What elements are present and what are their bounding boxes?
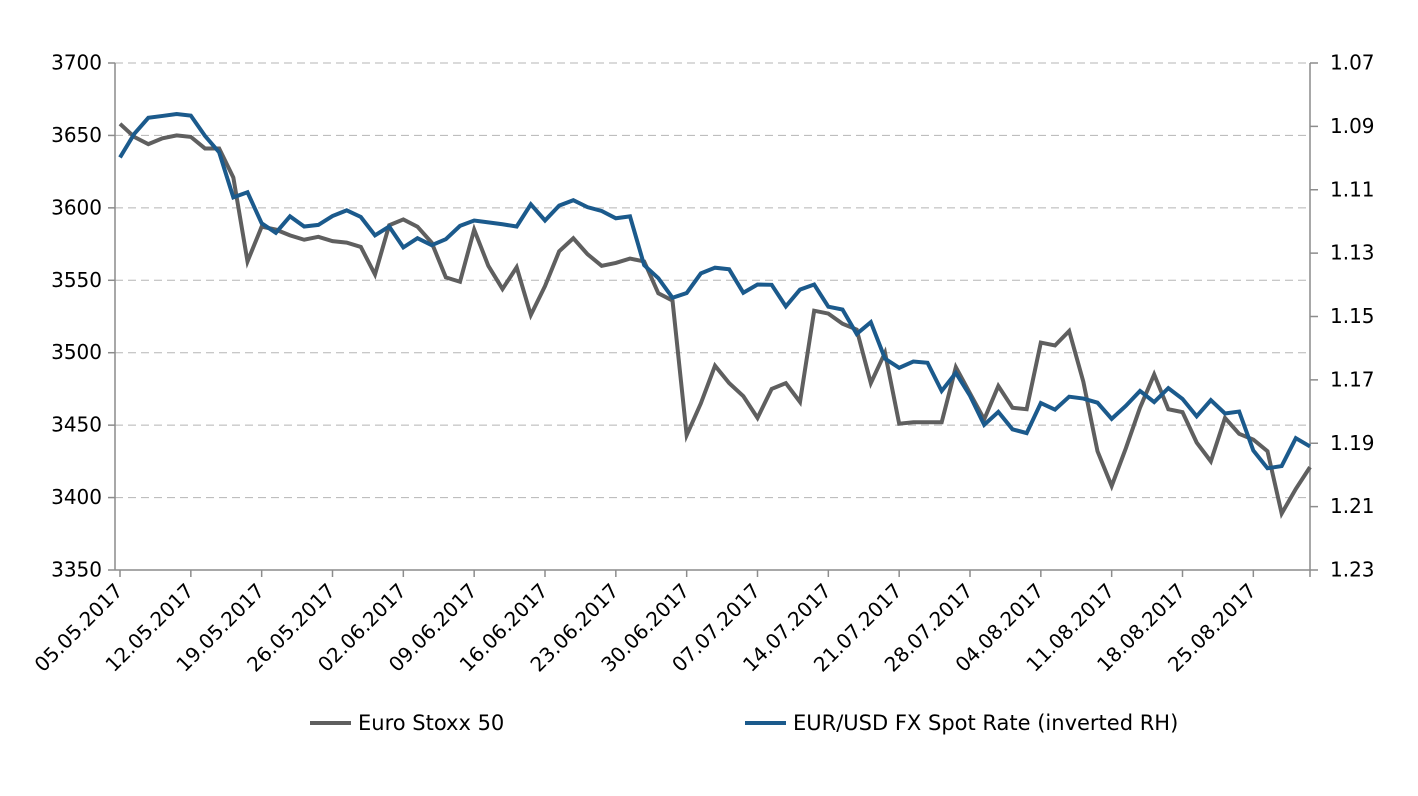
eurusd-legend-swatch — [745, 721, 786, 725]
left-axis-labels: 3700 3650 3600 3550 3500 3450 3400 3350 — [51, 51, 102, 582]
gridlines — [115, 62, 1310, 499]
euro-stoxx-legend-label: Euro Stoxx 50 — [358, 711, 505, 735]
left-axis-tick-label: 3650 — [51, 123, 102, 147]
euro-stoxx-line — [118, 122, 1312, 519]
eurusd-line — [118, 112, 1312, 471]
x-axis-labels: 05.05.201712.05.201719.05.201726.05.2017… — [30, 579, 1261, 677]
chart-legend: Euro Stoxx 50 EUR/USD FX Spot Rate (inve… — [0, 708, 1418, 748]
left-axis-tick-label: 3600 — [51, 195, 102, 219]
left-axis-tick-label: 3500 — [51, 340, 102, 364]
right-axis-tick-label: 1.09 — [1330, 114, 1375, 138]
right-axis-tick-label: 1.17 — [1330, 367, 1375, 391]
right-axis-tick-label: 1.23 — [1330, 558, 1375, 582]
axes — [108, 62, 1318, 577]
left-axis-tick-label: 3450 — [51, 413, 102, 437]
euro-stoxx-legend-swatch — [310, 721, 351, 725]
right-axis-tick-label: 1.07 — [1330, 51, 1375, 75]
right-axis-labels: 1.07 1.09 1.11 1.13 1.15 1.17 1.19 1.21 1.23 — [1330, 51, 1375, 582]
right-axis-tick-label: 1.13 — [1330, 241, 1375, 265]
left-axis-tick-label: 3350 — [51, 558, 102, 582]
left-axis-tick-label: 3700 — [51, 51, 102, 75]
right-axis-tick-label: 1.19 — [1330, 431, 1375, 455]
right-axis-tick-label: 1.15 — [1330, 304, 1375, 328]
left-axis-tick-label: 3400 — [51, 485, 102, 509]
right-axis-tick-label: 1.11 — [1330, 177, 1375, 201]
legend-item-euro-stoxx: Euro Stoxx 50 — [310, 708, 504, 738]
eurusd-legend-label: EUR/USD FX Spot Rate (inverted RH) — [793, 711, 1179, 735]
right-axis-tick-label: 1.21 — [1330, 494, 1375, 518]
legend-item-eurusd: EUR/USD FX Spot Rate (inverted RH) — [745, 708, 1178, 738]
left-axis-tick-label: 3550 — [51, 268, 102, 292]
